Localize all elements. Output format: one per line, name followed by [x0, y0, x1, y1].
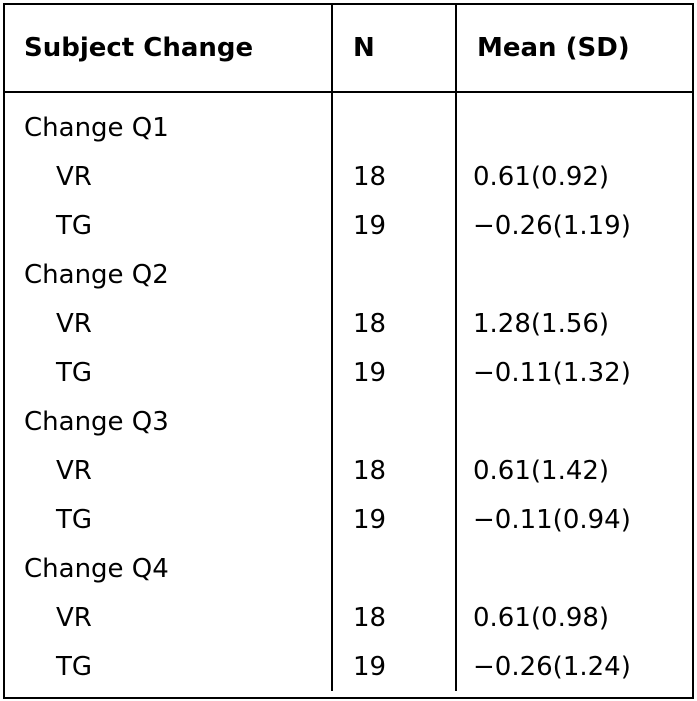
header-subject-change: Subject Change — [5, 5, 333, 93]
header-mean-sd: Mean (SD) — [456, 5, 692, 93]
n-cell: 19 — [332, 642, 457, 691]
group-row-q1: Change Q1 — [5, 92, 692, 152]
group-label: Change Q2 — [5, 250, 333, 299]
row-group-label: VR — [5, 152, 333, 201]
n-cell: 18 — [332, 593, 457, 642]
n-cell-empty — [332, 397, 457, 446]
row-group-label: VR — [5, 593, 333, 642]
mean-cell-empty — [456, 397, 692, 446]
n-cell: 18 — [332, 299, 457, 348]
mean-sd-cell: −0.11(1.32) — [473, 357, 631, 388]
n-cell: 19 — [332, 201, 457, 250]
n-cell-empty — [332, 92, 457, 152]
mean-cell-empty — [456, 92, 692, 152]
mean-sd-cell: 0.61(0.92) — [473, 161, 610, 192]
header-row: Subject Change N Mean (SD) — [5, 5, 692, 93]
n-cell: 18 — [332, 446, 457, 495]
table-row: TG 19 −0.11(0.94) — [5, 495, 692, 544]
row-group-label: TG — [5, 495, 333, 544]
mean-sd-cell: −0.26(1.24) — [473, 651, 631, 682]
n-cell-empty — [332, 250, 457, 299]
mean-sd-cell: 0.61(1.42) — [473, 455, 610, 486]
data-table-frame: Subject Change N Mean (SD) Change Q1 VR … — [3, 3, 694, 699]
row-group-label: VR — [5, 299, 333, 348]
table-row: TG 19 −0.26(1.19) — [5, 201, 692, 250]
table-header: Subject Change N Mean (SD) — [5, 5, 692, 93]
table-body: Change Q1 VR 18 0.61(0.92) TG 19 −0.26(1… — [5, 92, 692, 691]
n-cell: 19 — [332, 348, 457, 397]
n-cell-empty — [332, 544, 457, 593]
group-row-q2: Change Q2 — [5, 250, 692, 299]
mean-cell-empty — [456, 250, 692, 299]
n-cell: 18 — [332, 152, 457, 201]
mean-cell-empty — [456, 544, 692, 593]
row-group-label: TG — [5, 348, 333, 397]
mean-sd-cell: 0.61(0.98) — [473, 602, 610, 633]
mean-sd-cell: −0.26(1.19) — [473, 210, 631, 241]
group-label: Change Q3 — [5, 397, 333, 446]
mean-sd-cell: 1.28(1.56) — [473, 308, 610, 339]
table-row: TG 19 −0.26(1.24) — [5, 642, 692, 691]
row-group-label: TG — [5, 642, 333, 691]
group-label: Change Q1 — [5, 92, 333, 152]
mean-sd-cell: −0.11(0.94) — [473, 504, 631, 535]
n-cell: 19 — [332, 495, 457, 544]
table-row: TG 19 −0.11(1.32) — [5, 348, 692, 397]
group-label: Change Q4 — [5, 544, 333, 593]
header-n: N — [332, 5, 457, 93]
row-group-label: TG — [5, 201, 333, 250]
table-row: VR 18 0.61(0.98) — [5, 593, 692, 642]
subject-change-table: Subject Change N Mean (SD) Change Q1 VR … — [5, 5, 692, 691]
group-row-q4: Change Q4 — [5, 544, 692, 593]
table-row: VR 18 0.61(0.92) — [5, 152, 692, 201]
table-row: VR 18 1.28(1.56) — [5, 299, 692, 348]
row-group-label: VR — [5, 446, 333, 495]
table-row: VR 18 0.61(1.42) — [5, 446, 692, 495]
group-row-q3: Change Q3 — [5, 397, 692, 446]
